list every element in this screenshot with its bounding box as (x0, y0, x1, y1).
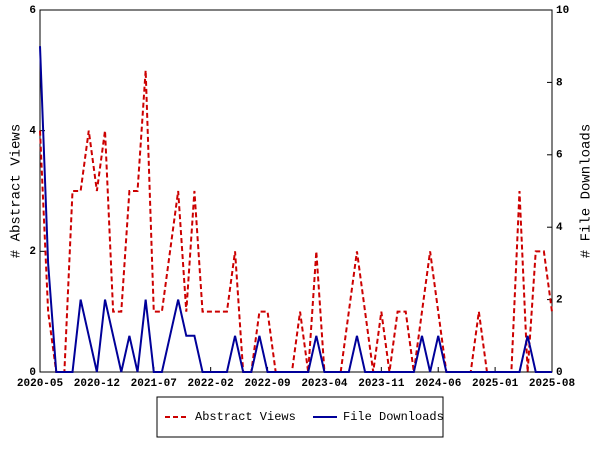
x-tick-label: 2021-07 (131, 378, 177, 390)
x-tick-label: 2024-06 (415, 378, 461, 390)
x-tick-label: 2023-11 (358, 378, 405, 390)
y-tick-label: 2 (29, 246, 36, 258)
y-tick-label: 6 (29, 5, 36, 17)
y-axis-title: # Abstract Views (9, 124, 25, 258)
plot-frame (39, 9, 553, 373)
x-tick-label: 2023-04 (301, 378, 348, 390)
series-line (39, 46, 552, 373)
y-tick-label: 0 (29, 367, 36, 379)
x-tick-label: 2022-09 (244, 378, 290, 390)
x-tick-label: 2020-05 (17, 378, 64, 390)
legend-label: Abstract Views (195, 410, 296, 424)
series-line (39, 70, 553, 373)
y2-tick-label: 10 (556, 5, 569, 17)
y2-tick-label: 2 (556, 295, 563, 307)
x-tick-label: 2025-08 (529, 378, 576, 390)
x-tick-label: 2022-02 (188, 378, 234, 390)
y2-tick-label: 6 (556, 150, 563, 162)
legend-label: File Downloads (343, 410, 444, 424)
y2-tick-label: 0 (556, 367, 563, 379)
y2-axis-title: # File Downloads (579, 124, 595, 258)
x-tick-label: 2025-01 (472, 378, 519, 390)
legend (156, 396, 444, 438)
y-tick-label: 4 (29, 126, 36, 138)
y2-tick-label: 8 (556, 77, 563, 89)
y2-tick-label: 4 (556, 222, 563, 234)
x-tick-label: 2020-12 (74, 378, 120, 390)
